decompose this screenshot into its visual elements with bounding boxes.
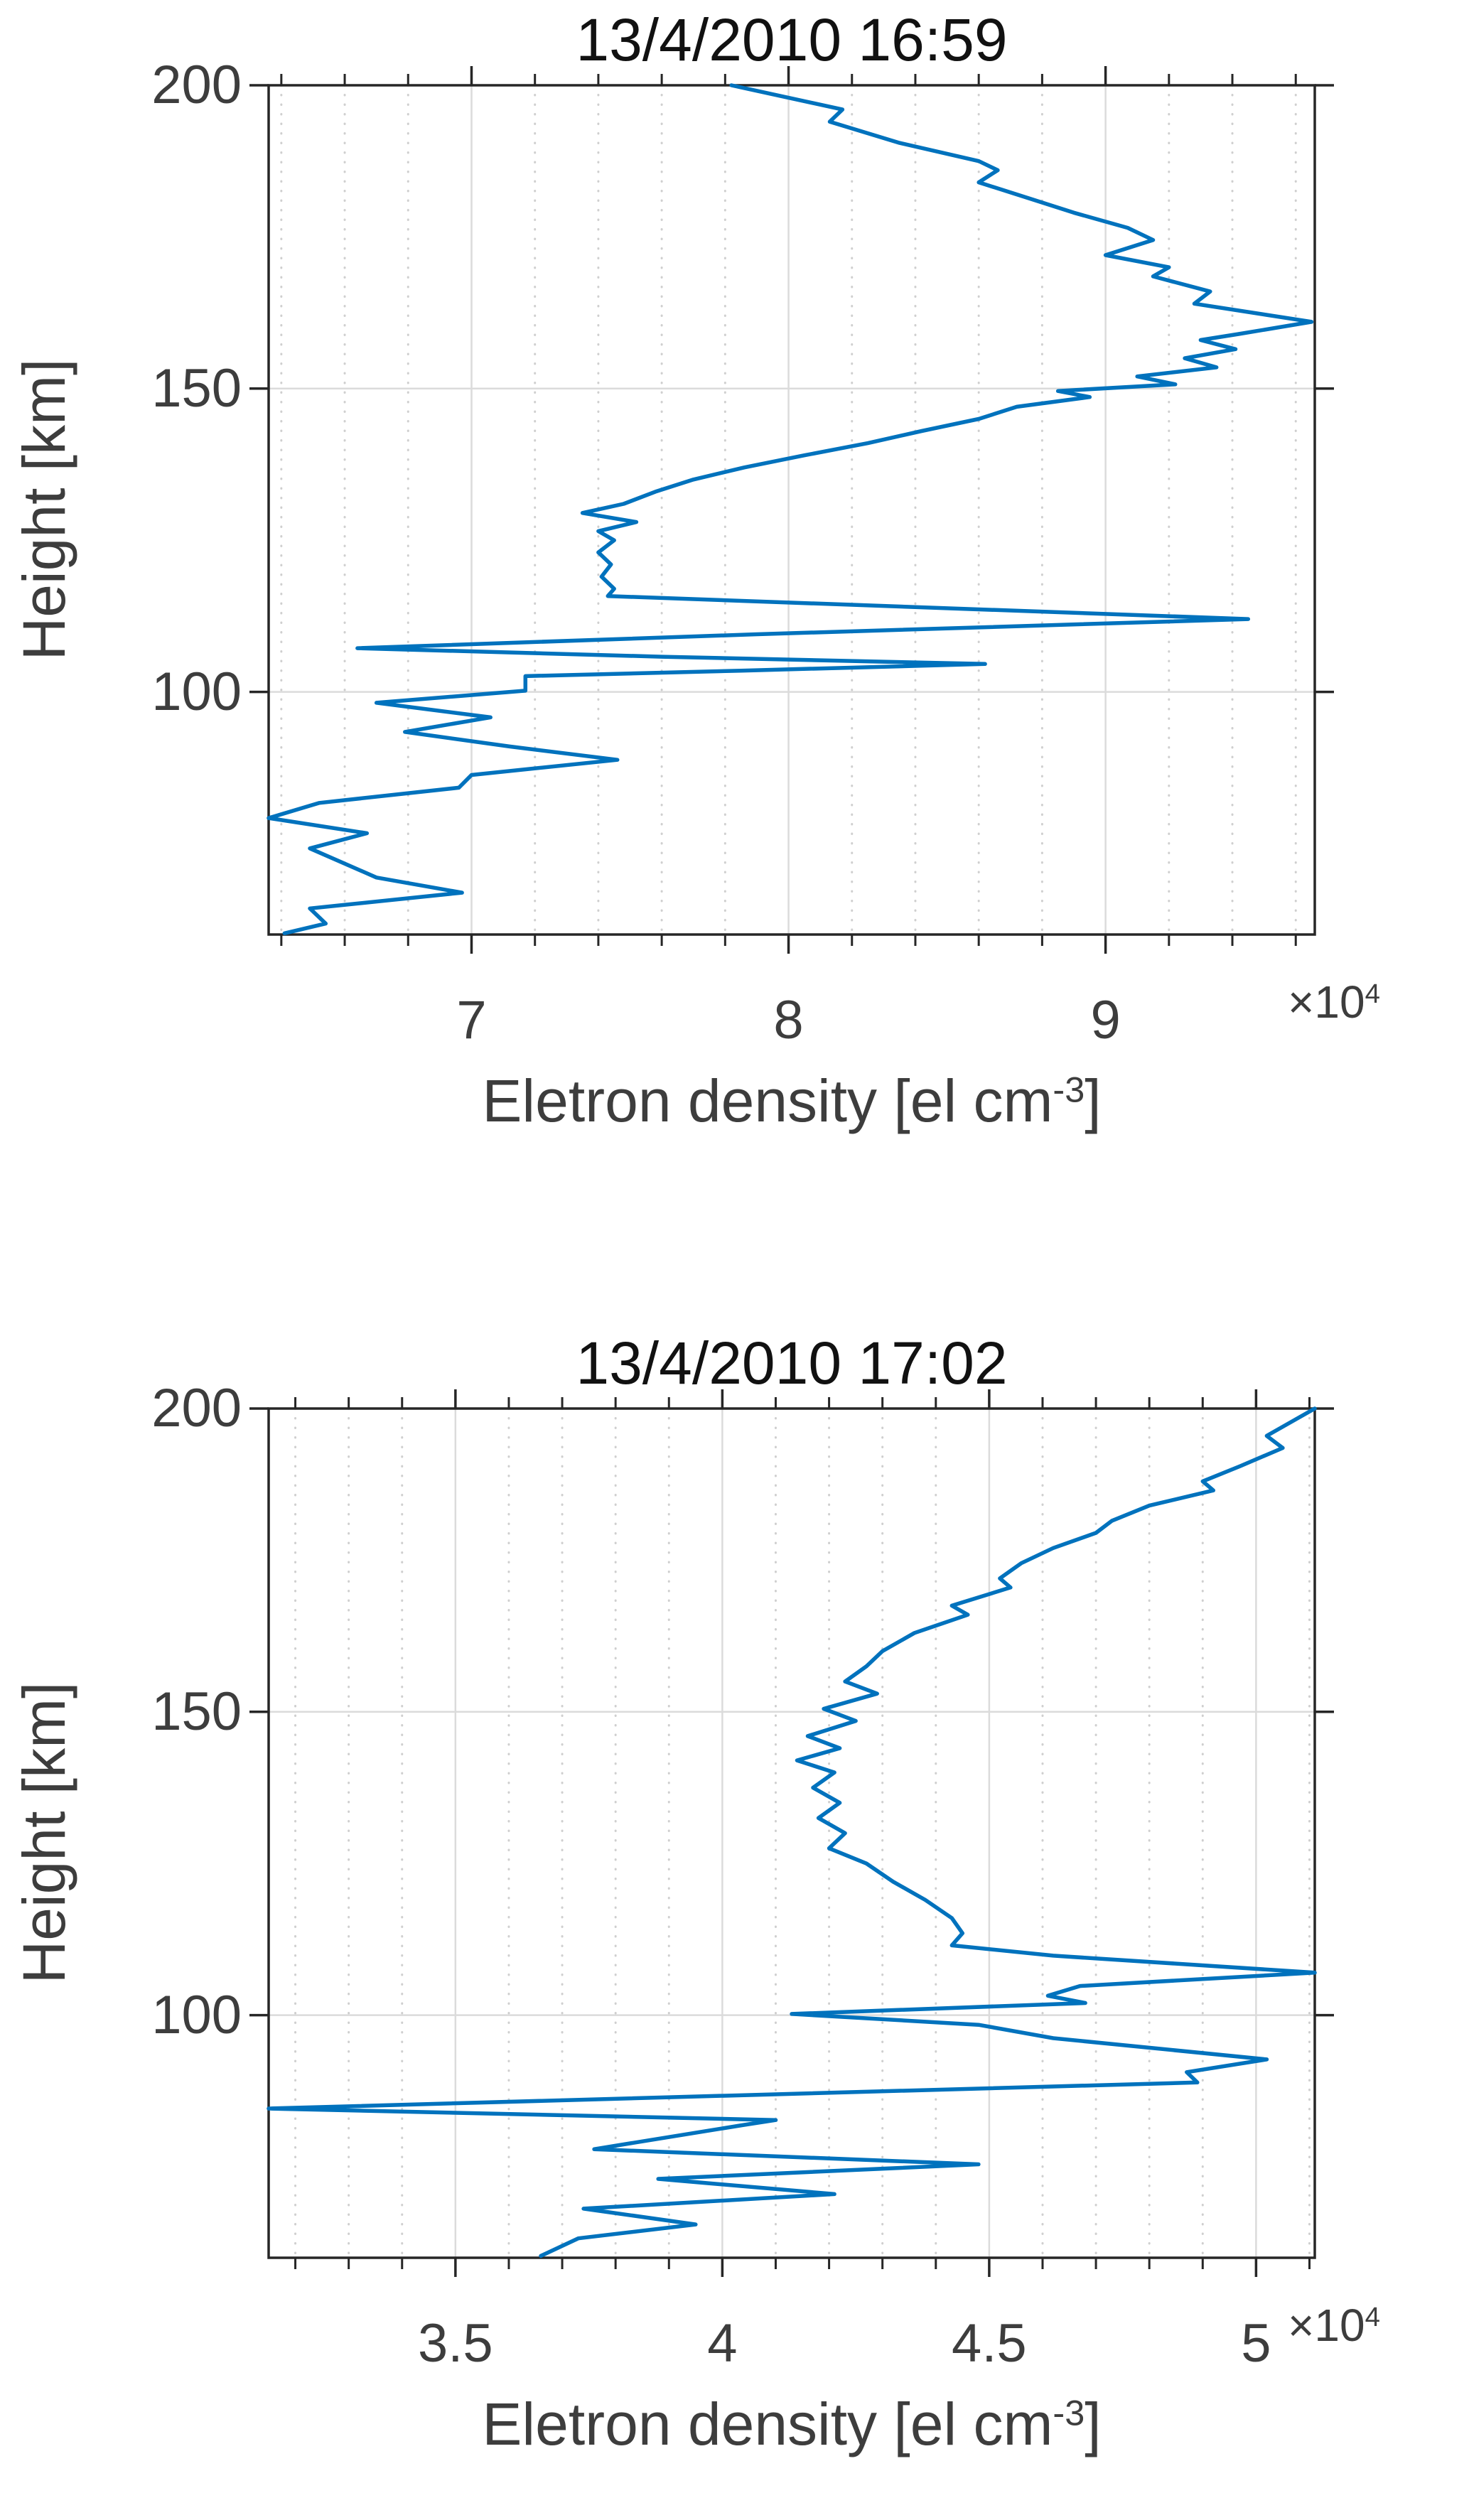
x-tick-label: 4.5 (952, 2313, 1027, 2374)
plot2-x-scale-label: ×104 (1288, 2303, 1380, 2348)
electron-density-profile-17-02 (267, 1406, 1317, 2258)
plot2-xlabel-text: Eletron density [el cm (482, 2391, 1053, 2457)
plot1-xlabel-close: ] (1085, 1067, 1102, 1134)
plot1-axes (249, 66, 1334, 954)
x-tick-label: 3.5 (418, 2313, 493, 2374)
plot1-x-scale-label: ×104 (1288, 979, 1380, 1025)
plot1-xlabel-text: Eletron density [el cm (482, 1067, 1053, 1134)
y-tick-label: 200 (151, 55, 242, 115)
plot2-title: 13/4/2010 17:02 (576, 1330, 1008, 1396)
plot-frame (267, 1407, 1316, 2259)
y-tick-label: 100 (151, 1984, 242, 2045)
plot2-xlabel-close: ] (1085, 2391, 1102, 2457)
plot-frame (267, 84, 1316, 936)
x-tick-label: 4 (707, 2313, 738, 2374)
plot2-xlabel: Eletron density [el cm-3] (269, 2393, 1315, 2455)
electron-density-profile-16-59 (267, 83, 1314, 936)
y-tick-label: 150 (151, 1681, 242, 1742)
plot1-scale-base: ×10 (1288, 976, 1365, 1028)
plot2-scale-exponent: 4 (1365, 2301, 1380, 2332)
plot2-scale-base: ×10 (1288, 2300, 1365, 2351)
plot2-ylabel: Height [km] (11, 1681, 77, 1984)
plot1-title: 13/4/2010 16:59 (576, 6, 1008, 73)
x-tick-label: 9 (1090, 990, 1121, 1050)
x-tick-label: 8 (773, 990, 804, 1050)
x-tick-label: 7 (456, 990, 487, 1050)
plot1-xlabel-sup: -3 (1053, 1069, 1085, 1110)
x-tick-label: 5 (1241, 2313, 1271, 2374)
y-tick-label: 100 (151, 661, 242, 722)
plot2-xlabel-sup: -3 (1053, 2392, 1085, 2433)
plot1-xlabel: Eletron density [el cm-3] (269, 1070, 1315, 1132)
y-tick-label: 150 (151, 357, 242, 419)
plot1-ylabel: Height [km] (11, 358, 77, 661)
y-tick-label: 200 (151, 1378, 242, 1438)
plot1-scale-exponent: 4 (1365, 978, 1380, 1009)
plot2-axes (249, 1389, 1334, 2277)
